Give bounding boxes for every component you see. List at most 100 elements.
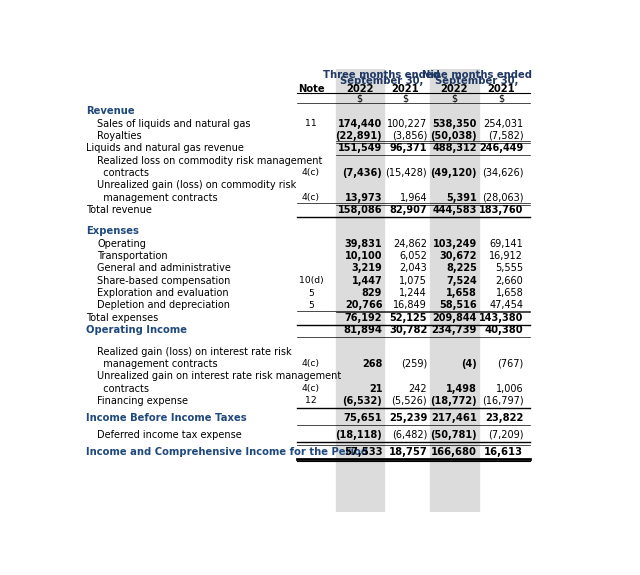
Text: Share-based compensation: Share-based compensation — [97, 276, 230, 286]
Bar — [336, 69, 384, 512]
Text: Liquids and natural gas revenue: Liquids and natural gas revenue — [86, 143, 244, 154]
Text: $: $ — [356, 93, 363, 104]
Text: (259): (259) — [401, 359, 428, 369]
Text: 11: 11 — [305, 119, 317, 128]
Text: contracts: contracts — [97, 384, 149, 393]
Text: Realized loss on commodity risk management: Realized loss on commodity risk manageme… — [97, 156, 323, 166]
Text: 82,907: 82,907 — [390, 205, 428, 215]
Text: 5: 5 — [308, 301, 314, 310]
Text: 3,219: 3,219 — [351, 263, 382, 274]
Text: 16,849: 16,849 — [394, 300, 428, 311]
Text: (34,626): (34,626) — [482, 168, 524, 178]
Text: (18,118): (18,118) — [335, 430, 382, 440]
Text: 488,312: 488,312 — [432, 143, 477, 154]
Text: 2022: 2022 — [440, 84, 468, 94]
Text: Royalties: Royalties — [97, 131, 141, 141]
Text: 4(c): 4(c) — [302, 168, 320, 178]
Text: Unrealized gain on interest rate risk management: Unrealized gain on interest rate risk ma… — [97, 371, 341, 381]
Text: (6,532): (6,532) — [342, 396, 382, 406]
Text: Expenses: Expenses — [86, 227, 139, 236]
Text: 2,660: 2,660 — [495, 276, 524, 286]
Text: Three months ended: Three months ended — [323, 70, 440, 80]
Text: 1,075: 1,075 — [399, 276, 428, 286]
Text: management contracts: management contracts — [97, 193, 218, 202]
Text: 76,192: 76,192 — [345, 313, 382, 323]
Text: 217,461: 217,461 — [431, 413, 477, 423]
Text: Revenue: Revenue — [86, 106, 135, 116]
Text: 4(c): 4(c) — [302, 359, 320, 369]
Text: (18,772): (18,772) — [430, 396, 477, 406]
Text: Financing expense: Financing expense — [97, 396, 188, 406]
Text: 40,380: 40,380 — [484, 325, 524, 335]
Text: Unrealized gain (loss) on commodity risk: Unrealized gain (loss) on commodity risk — [97, 181, 296, 190]
Text: Sales of liquids and natural gas: Sales of liquids and natural gas — [97, 118, 250, 129]
Text: 444,583: 444,583 — [433, 205, 477, 215]
Text: Nine months ended: Nine months ended — [422, 70, 532, 80]
Text: 5: 5 — [308, 289, 314, 298]
Bar — [430, 69, 479, 512]
Text: Income Before Income Taxes: Income Before Income Taxes — [86, 413, 247, 423]
Text: (16,797): (16,797) — [482, 396, 524, 406]
Text: Operating: Operating — [97, 239, 146, 249]
Text: 1,658: 1,658 — [446, 288, 477, 298]
Text: 100,227: 100,227 — [387, 118, 428, 129]
Text: 5,391: 5,391 — [446, 193, 477, 202]
Text: 4(c): 4(c) — [302, 384, 320, 393]
Text: (6,482): (6,482) — [392, 430, 428, 440]
Text: 166,680: 166,680 — [431, 447, 477, 457]
Text: September 30,: September 30, — [435, 76, 518, 86]
Text: 268: 268 — [362, 359, 382, 369]
Text: Total revenue: Total revenue — [86, 205, 152, 215]
Text: 151,549: 151,549 — [338, 143, 382, 154]
Text: (22,891): (22,891) — [335, 131, 382, 141]
Text: (7,436): (7,436) — [342, 168, 382, 178]
Text: (28,063): (28,063) — [482, 193, 524, 202]
Text: 12: 12 — [305, 396, 317, 405]
Text: 13,973: 13,973 — [345, 193, 382, 202]
Text: (15,428): (15,428) — [385, 168, 428, 178]
Text: (3,856): (3,856) — [392, 131, 428, 141]
Text: 8,225: 8,225 — [446, 263, 477, 274]
Text: 21: 21 — [369, 384, 382, 393]
Text: Depletion and depreciation: Depletion and depreciation — [97, 300, 230, 311]
Text: $: $ — [403, 93, 408, 104]
Text: 1,447: 1,447 — [351, 276, 382, 286]
Text: 96,371: 96,371 — [390, 143, 428, 154]
Text: (4): (4) — [461, 359, 477, 369]
Text: 1,244: 1,244 — [399, 288, 428, 298]
Text: 254,031: 254,031 — [483, 118, 524, 129]
Text: 10(d): 10(d) — [299, 276, 323, 285]
Text: Total expenses: Total expenses — [86, 313, 159, 323]
Text: 183,760: 183,760 — [479, 205, 524, 215]
Text: 1,006: 1,006 — [495, 384, 524, 393]
Text: contracts: contracts — [97, 168, 149, 178]
Text: Transportation: Transportation — [97, 251, 168, 261]
Text: 234,739: 234,739 — [431, 325, 477, 335]
Text: 25,239: 25,239 — [389, 413, 428, 423]
Text: 24,862: 24,862 — [393, 239, 428, 249]
Text: 209,844: 209,844 — [433, 313, 477, 323]
Text: 2,043: 2,043 — [399, 263, 428, 274]
Text: 6,052: 6,052 — [399, 251, 428, 261]
Text: 16,912: 16,912 — [490, 251, 524, 261]
Text: 1,964: 1,964 — [399, 193, 428, 202]
Text: Operating Income: Operating Income — [86, 325, 187, 335]
Text: Deferred income tax expense: Deferred income tax expense — [97, 430, 242, 440]
Text: 58,516: 58,516 — [439, 300, 477, 311]
Text: 2021: 2021 — [392, 84, 419, 94]
Text: 10,100: 10,100 — [345, 251, 382, 261]
Text: 16,613: 16,613 — [484, 447, 524, 457]
Text: 1,498: 1,498 — [446, 384, 477, 393]
Text: 158,086: 158,086 — [338, 205, 382, 215]
Text: 1,658: 1,658 — [495, 288, 524, 298]
Text: (49,120): (49,120) — [430, 168, 477, 178]
Text: 57,533: 57,533 — [344, 447, 382, 457]
Text: 47,454: 47,454 — [490, 300, 524, 311]
Text: 174,440: 174,440 — [338, 118, 382, 129]
Text: 5,555: 5,555 — [495, 263, 524, 274]
Text: 20,766: 20,766 — [345, 300, 382, 311]
Text: General and administrative: General and administrative — [97, 263, 231, 274]
Text: (5,526): (5,526) — [392, 396, 428, 406]
Text: $: $ — [451, 93, 458, 104]
Text: 30,782: 30,782 — [389, 325, 428, 335]
